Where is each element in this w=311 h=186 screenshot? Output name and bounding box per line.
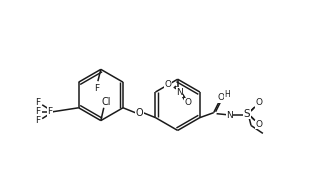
Text: N: N bbox=[226, 111, 233, 120]
Text: F: F bbox=[94, 84, 100, 93]
Text: O: O bbox=[184, 98, 191, 107]
Text: H: H bbox=[225, 90, 230, 100]
Text: O: O bbox=[164, 80, 171, 89]
Text: O: O bbox=[135, 108, 143, 118]
Text: O: O bbox=[255, 120, 262, 129]
Text: F: F bbox=[48, 107, 53, 116]
Text: O: O bbox=[217, 93, 224, 102]
Text: F: F bbox=[35, 107, 40, 116]
Text: N: N bbox=[176, 88, 183, 97]
Text: F: F bbox=[35, 116, 40, 125]
Text: F: F bbox=[35, 98, 40, 107]
Text: Cl: Cl bbox=[101, 97, 110, 107]
Text: O: O bbox=[255, 98, 262, 107]
Text: S: S bbox=[244, 109, 250, 119]
